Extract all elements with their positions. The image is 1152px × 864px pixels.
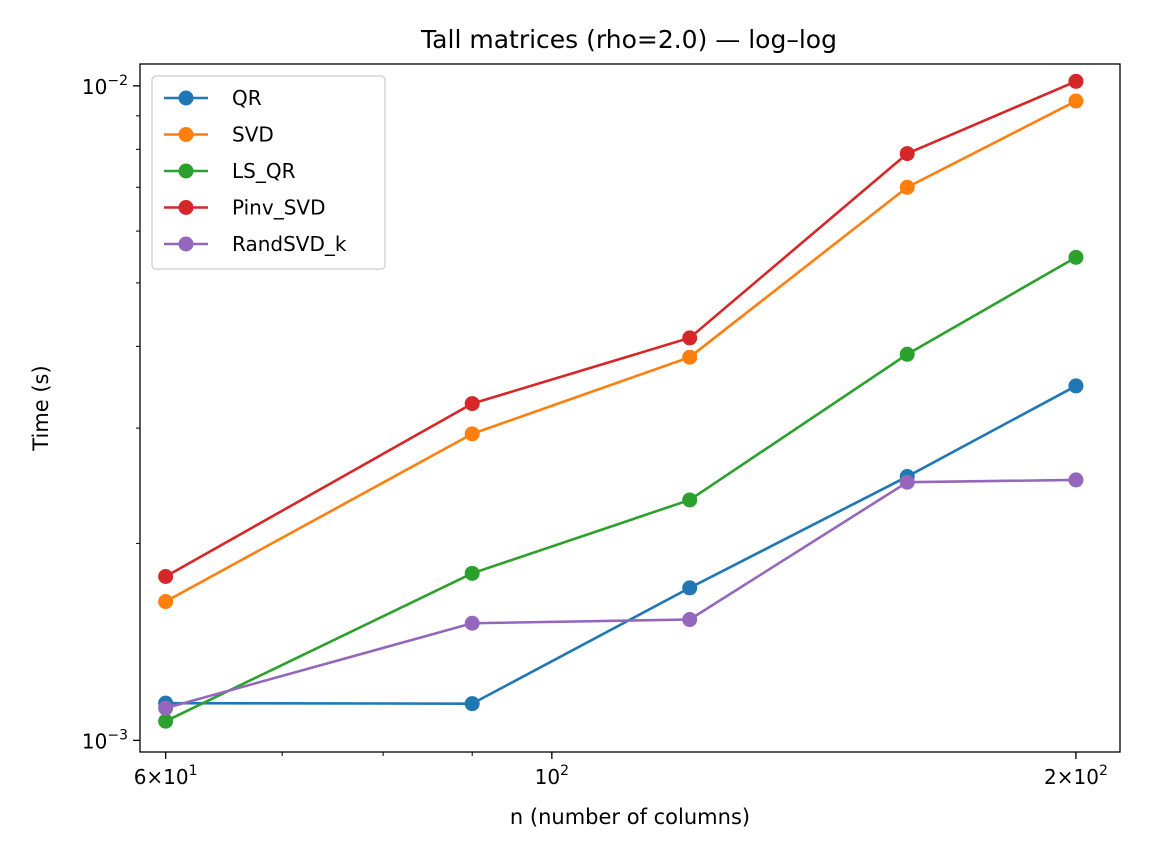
x-tick-label-exponent: 2 [560,763,569,779]
legend-swatch-marker [178,127,194,142]
data-point [464,426,480,442]
y-tick-label-exponent: −2 [107,73,128,89]
legend-swatch-marker [178,236,194,252]
x-tick-label-mantissa: ×10 [1057,765,1099,789]
data-point [682,492,698,508]
legend-label: SVD [232,123,274,147]
y-tick-label: 10−2 [82,73,128,99]
data-point [1068,73,1084,89]
x-tick-label-mantissa: 10 [535,765,560,789]
x-axis: 6×101 102 2×102 [134,752,1108,789]
legend-swatch-marker [178,90,194,106]
data-point [1068,249,1084,265]
chart-title: Tall matrices (rho=2.0) — log–log [420,25,837,54]
legend-item: QR [164,86,262,110]
legend-label: Pinv_SVD [232,196,325,220]
legend-item: Pinv_SVD [164,196,325,220]
legend-label: QR [232,86,262,110]
y-axis-label: Time (s) [29,365,53,451]
x-tick-label-exponent: 1 [189,763,198,779]
data-point [899,179,915,195]
data-point [899,346,915,362]
data-point [158,594,174,610]
y-tick-label-mantissa: 10 [82,75,107,99]
x-tick-label: 6×101 [134,763,198,789]
data-point [158,713,174,729]
data-point [1068,378,1084,394]
series-layer [158,73,1084,729]
x-tick-label: 102 [535,763,569,789]
legend-label: RandSVD_k [232,232,347,256]
data-point [899,474,915,490]
y-tick-label-exponent: −3 [107,727,128,743]
data-point [158,700,174,716]
data-point [464,615,480,631]
data-point [682,349,698,365]
x-axis-label: n (number of columns) [510,805,750,829]
data-point [158,568,174,584]
data-point [464,396,480,412]
x-tick-label-mantissa: ×10 [146,765,188,789]
data-point [682,580,698,596]
x-tick-label-exponent: 2 [1099,763,1108,779]
legend-label: LS_QR [232,159,296,183]
legend-item: RandSVD_k [164,232,347,256]
y-tick-label: 10−3 [82,727,128,753]
y-axis: 10−310−2 [82,73,140,753]
data-point [1068,93,1084,109]
data-point [682,330,698,346]
legend-swatch-marker [178,200,194,215]
legend: QR SVD LS_QR Pinv_SVD RandSVD_k [151,75,386,270]
legend-swatch-marker [178,163,194,179]
data-point [464,696,480,712]
data-point [1068,472,1084,488]
x-tick-label-base: 2 [1044,765,1057,789]
x-tick-label-base: 6 [134,765,147,789]
data-point [899,146,915,162]
data-point [464,565,480,581]
plot-frame [139,63,1121,753]
legend-box [151,75,386,270]
legend-item: LS_QR [164,159,296,183]
x-tick-label: 2×102 [1044,763,1108,789]
data-point [682,612,698,628]
legend-item: SVD [164,123,274,147]
y-tick-label-mantissa: 10 [82,729,107,753]
